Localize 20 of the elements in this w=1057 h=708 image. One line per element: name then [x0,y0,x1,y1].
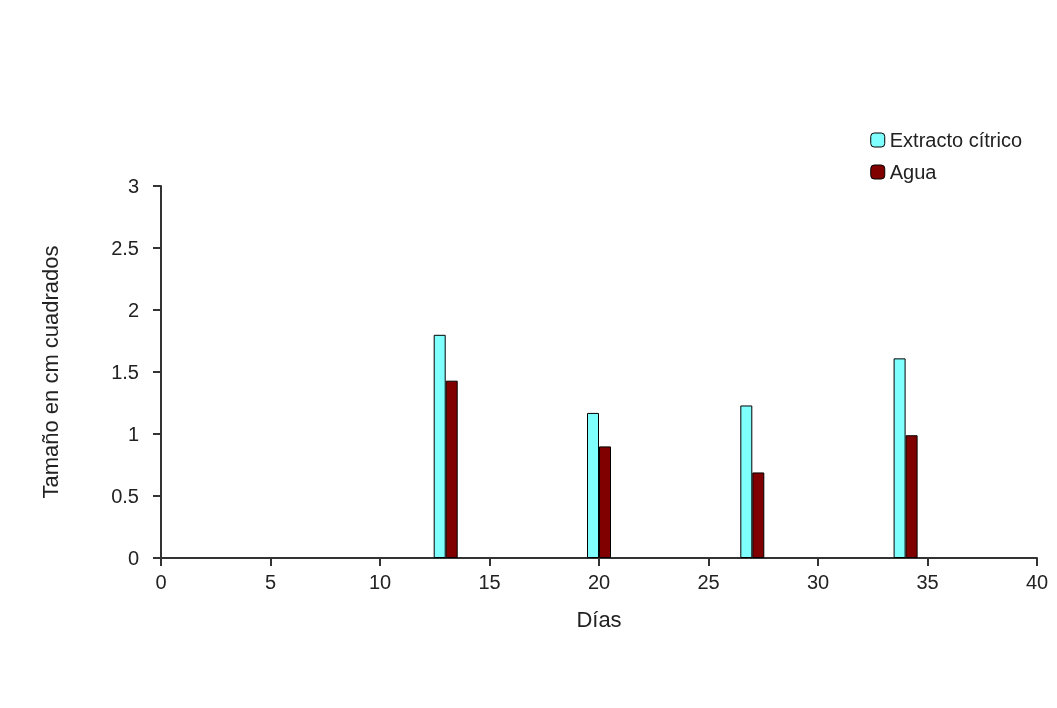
y-tick-label: 2.5 [111,237,139,259]
x-tick-label: 20 [587,571,611,593]
x-tick-label: 5 [264,571,277,593]
y-tick-label: 2 [127,299,139,321]
y-axis-title: Tamaño en cm cuadrados [37,245,63,499]
x-tick-label: 0 [155,571,167,593]
x-tick-label: 35 [916,571,939,593]
x-tick-label: 40 [1025,571,1049,593]
legend-label: Agua [889,161,938,183]
y-tick-label: 0 [127,547,139,569]
x-tick-label: 15 [478,571,501,593]
y-tick-label: 3 [127,175,139,197]
x-tick-label: 30 [806,571,830,593]
legend-label: Extracto cítrico [889,129,1023,151]
x-tick-label: 10 [368,571,392,593]
y-tick-label: 1.5 [111,361,139,383]
y-tick-label: 1 [127,423,139,445]
x-axis-title: Días [576,606,622,632]
x-tick-label: 25 [697,571,720,593]
y-tick-label: 0.5 [111,485,139,507]
